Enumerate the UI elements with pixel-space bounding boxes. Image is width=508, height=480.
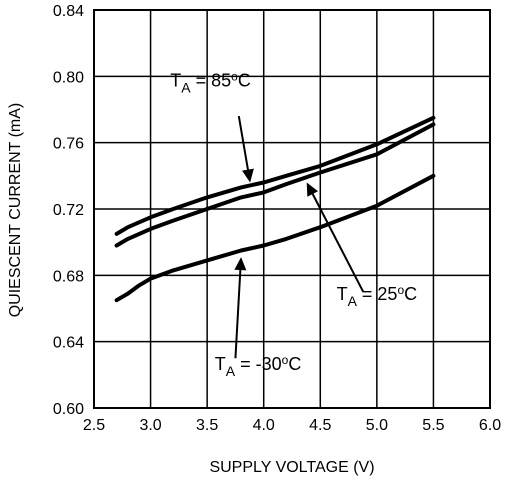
x-axis-label: SUPPLY VOLTAGE (V)	[209, 459, 374, 476]
series-label-2: TA = -30oC	[215, 353, 302, 379]
arrow-shaft-1	[311, 193, 365, 293]
x-tick-label-6: 5.5	[422, 417, 444, 434]
y-tick-label-5: 0.80	[53, 69, 84, 86]
y-tick-label-4: 0.76	[53, 136, 84, 153]
y-tick-label-0: 0.60	[53, 401, 84, 418]
series-lines	[114, 115, 436, 303]
y-tick-label-1: 0.64	[53, 335, 84, 352]
arrow-head-1	[306, 182, 319, 197]
series-line-0	[114, 115, 436, 236]
series-label-1: TA = 25oC	[337, 283, 418, 309]
arrow-shaft-0	[237, 115, 249, 170]
y-tick-label-3: 0.72	[53, 202, 84, 219]
series-line-1	[114, 122, 436, 248]
plot-frame	[93, 9, 491, 409]
x-tick-label-2: 3.5	[196, 417, 218, 434]
grid	[93, 9, 491, 409]
x-tick-label-5: 5.0	[366, 417, 388, 434]
arrow-shaft-2	[234, 270, 242, 359]
annotations: TA = 85oC TA = 25oC TA = -30oC	[170, 69, 417, 379]
arrow-head-2	[234, 257, 247, 271]
y-tick-label-6: 0.84	[53, 3, 84, 20]
y-axis-label: QUIESCENT CURRENT (mA)	[7, 103, 24, 318]
arrow-head-0	[242, 168, 254, 183]
y-tick-label-2: 0.68	[53, 268, 84, 285]
tick-labels: 2.5 3.0 3.5 4.0 4.5 5.0 5.5 6.0 0.60 0.64 0.68 0.72…	[53, 3, 501, 434]
x-tick-label-1: 3.0	[139, 417, 161, 434]
x-tick-label-4: 4.5	[309, 417, 331, 434]
x-tick-label-0: 2.5	[83, 417, 105, 434]
x-tick-label-3: 4.0	[253, 417, 275, 434]
series-label-0: TA = 85oC	[170, 69, 251, 95]
x-tick-label-7: 6.0	[479, 417, 501, 434]
series-line-2	[114, 173, 436, 303]
